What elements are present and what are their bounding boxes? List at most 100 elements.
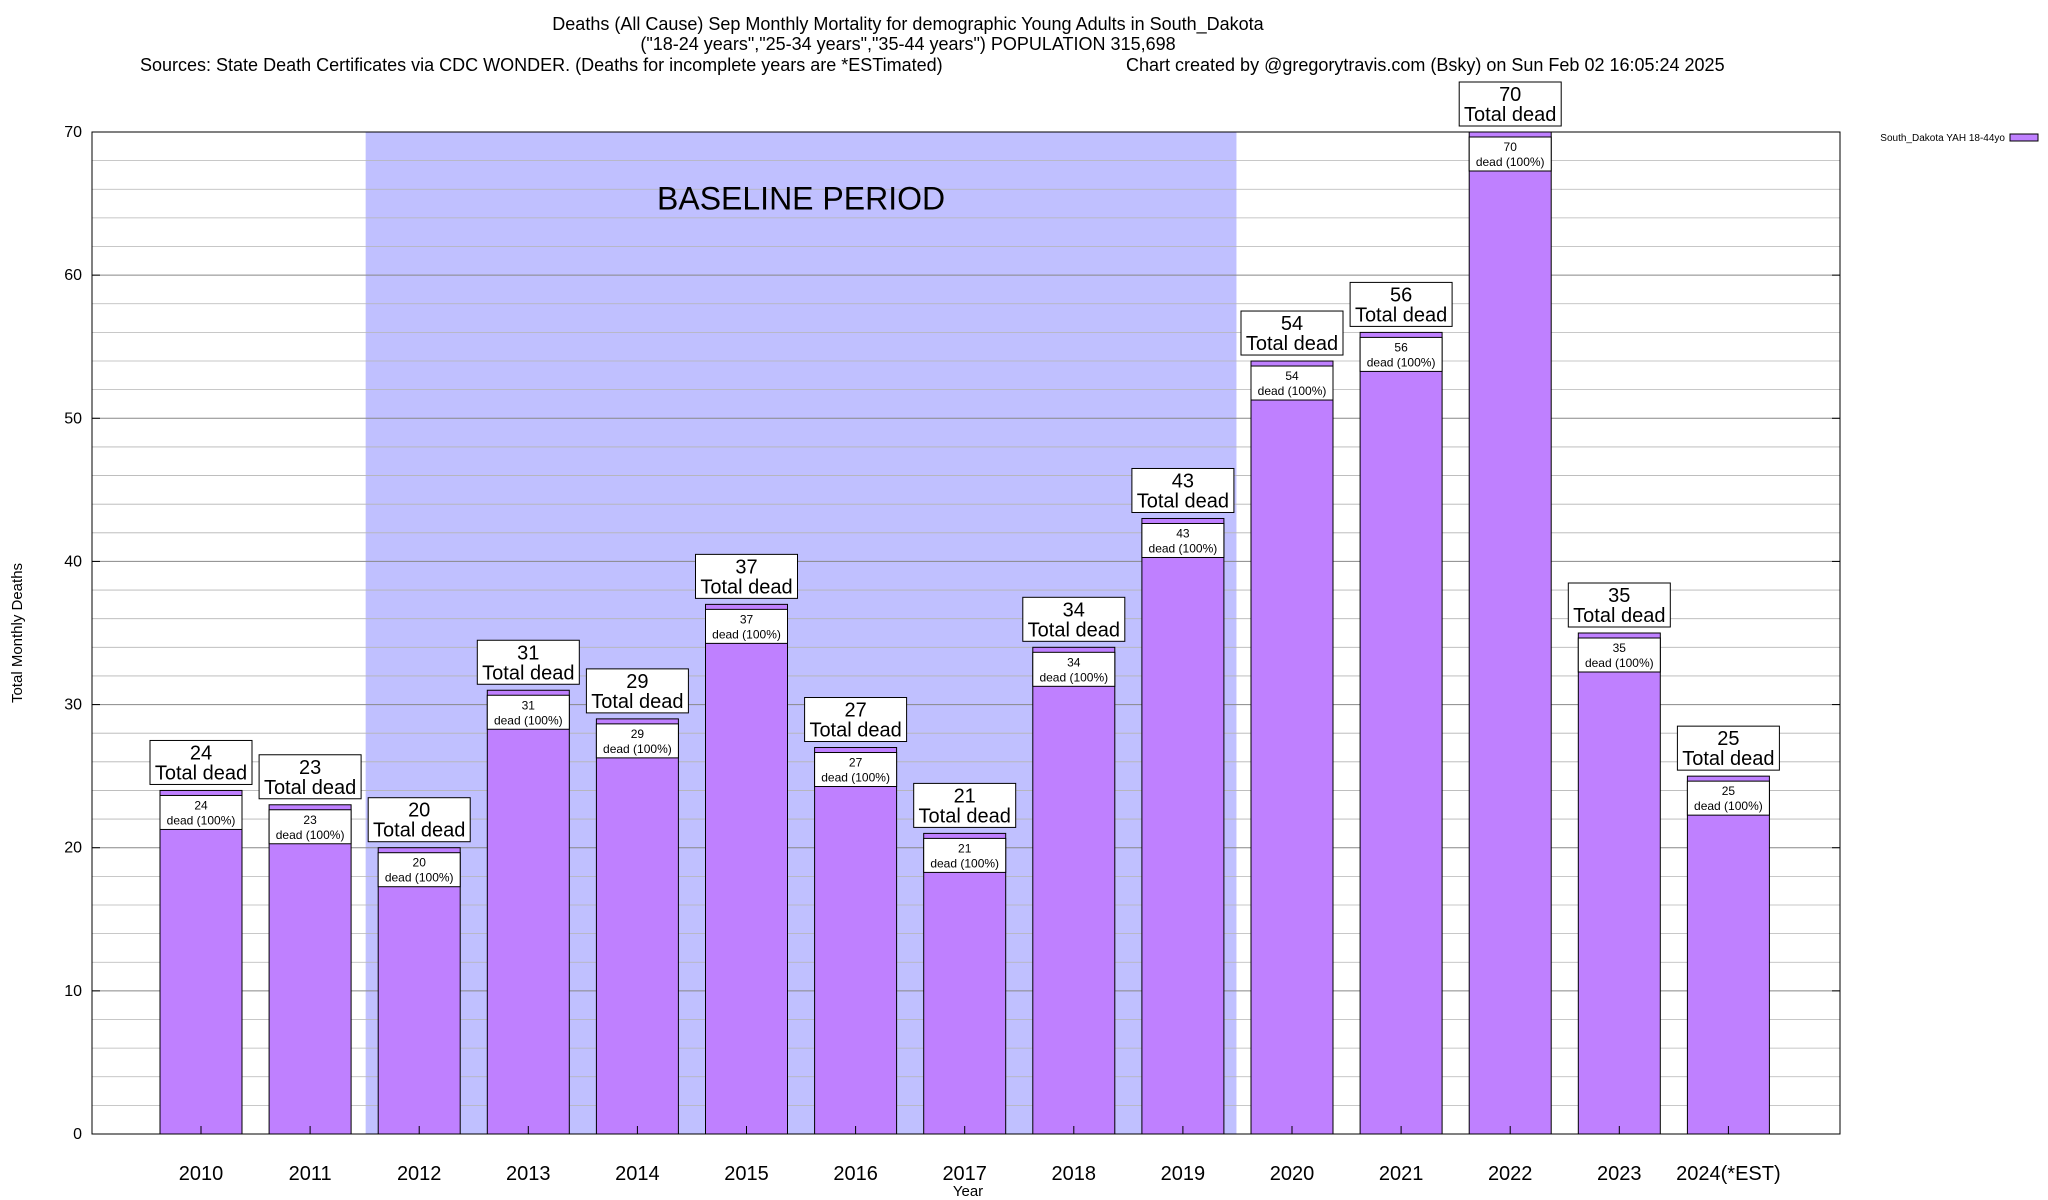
inner-label-value: 54 [1285, 369, 1299, 383]
y-tick-label: 60 [64, 267, 82, 284]
inner-label-value: 43 [1176, 526, 1190, 540]
bar [814, 747, 898, 1135]
bar [486, 689, 570, 1135]
inner-label-text: dead (100%) [603, 742, 672, 756]
inner-label-box [923, 837, 1007, 873]
total-label-box [913, 782, 1017, 828]
total-label-box [1240, 310, 1344, 356]
x-tick-label: 2014 [615, 1163, 660, 1185]
inner-label-value: 21 [958, 841, 972, 855]
bar [159, 789, 243, 1135]
baseline-label: BASELINE PERIOD [657, 180, 945, 216]
x-tick-label: 2023 [1597, 1163, 1642, 1185]
x-tick-label: 2013 [506, 1163, 551, 1185]
legend-label: South_Dakota YAH 18-44yo [1880, 133, 2005, 144]
bar [1032, 646, 1116, 1135]
total-label-box [1458, 81, 1562, 127]
total-label-box [258, 754, 362, 800]
inner-label-text: dead (100%) [494, 713, 563, 727]
total-label-value: 34 [1063, 599, 1085, 621]
inner-label-value: 23 [303, 813, 317, 827]
inner-label-value: 27 [849, 756, 863, 770]
inner-label-value: 35 [1613, 641, 1627, 655]
inner-label-box [1686, 780, 1770, 816]
chart-sources: Sources: State Death Certificates via CD… [140, 55, 943, 75]
total-label-value: 43 [1172, 470, 1194, 492]
y-axis-label: Total Monthly Deaths [9, 563, 26, 703]
total-label-text: Total dead [264, 777, 356, 799]
total-label-value: 31 [517, 642, 539, 664]
total-label-box [695, 553, 798, 599]
inner-label-text: dead (100%) [821, 771, 890, 785]
y-tick-label: 0 [73, 1126, 82, 1143]
y-tick-label: 40 [64, 553, 82, 570]
inner-label-box [1577, 637, 1661, 673]
total-label-value: 70 [1499, 84, 1521, 106]
inner-label-value: 31 [522, 698, 536, 712]
x-tick-label: 2017 [942, 1163, 987, 1185]
bar [1359, 331, 1443, 1135]
x-tick-label: 2016 [833, 1163, 878, 1185]
total-label-text: Total dead [809, 720, 901, 742]
inner-label-text: dead (100%) [276, 828, 345, 842]
inner-label-text: dead (100%) [1585, 656, 1654, 670]
total-label-text: Total dead [919, 805, 1011, 827]
inner-label-text: dead (100%) [712, 627, 781, 641]
bar [705, 603, 788, 1135]
x-tick-label: 2019 [1161, 1163, 1206, 1185]
total-label-value: 35 [1608, 585, 1630, 607]
total-label-text: Total dead [1464, 104, 1556, 126]
total-label-text: Total dead [700, 576, 792, 598]
bar [1141, 517, 1225, 1135]
total-label-text: Total dead [482, 662, 574, 684]
inner-label-text: dead (100%) [1039, 670, 1108, 684]
bar [595, 718, 679, 1135]
inner-label-box [1468, 136, 1552, 172]
chart-title: Deaths (All Cause) Sep Monthly Mortality… [552, 14, 1264, 34]
total-label-text: Total dead [1573, 605, 1665, 627]
x-tick-label: 2018 [1052, 1163, 1097, 1185]
x-tick-label: 2012 [397, 1163, 442, 1185]
total-label-text: Total dead [591, 691, 683, 713]
total-label-text: Total dead [1137, 490, 1229, 512]
total-label-text: Total dead [1246, 333, 1338, 355]
inner-label-box [1032, 651, 1116, 687]
inner-label-text: dead (100%) [167, 813, 236, 827]
total-label-value: 56 [1390, 284, 1412, 306]
x-tick-label: 2020 [1270, 1163, 1315, 1185]
inner-label-box [159, 794, 243, 830]
inner-label-box [1359, 336, 1443, 372]
y-tick-label: 10 [64, 983, 82, 1000]
inner-label-value: 24 [194, 798, 208, 812]
inner-label-text: dead (100%) [1149, 541, 1218, 555]
bar [1468, 131, 1552, 1135]
inner-label-box [377, 852, 461, 888]
bar [1577, 632, 1661, 1135]
total-label-box [367, 797, 471, 843]
x-tick-label: 2011 [289, 1163, 332, 1185]
inner-label-box [486, 694, 570, 730]
bar [377, 847, 461, 1135]
total-label-text: Total dead [155, 762, 247, 784]
total-label-text: Total dead [1355, 304, 1447, 326]
y-tick-label: 70 [64, 124, 82, 141]
inner-label-box [1141, 522, 1225, 558]
x-tick-label: 2021 [1379, 1163, 1424, 1185]
total-label-text: Total dead [373, 820, 465, 842]
bar [1250, 360, 1334, 1135]
x-tick-label: 2022 [1488, 1163, 1533, 1185]
inner-label-text: dead (100%) [1367, 355, 1436, 369]
total-label-box [585, 668, 689, 714]
x-axis-label: Year [953, 1183, 983, 1200]
total-label-value: 37 [735, 556, 757, 578]
total-label-value: 29 [626, 671, 648, 693]
total-label-box [149, 739, 253, 785]
total-label-value: 27 [844, 700, 866, 722]
total-label-box [1131, 467, 1235, 513]
total-label-box [1022, 596, 1126, 642]
inner-label-text: dead (100%) [930, 856, 999, 870]
total-label-value: 23 [299, 757, 321, 779]
total-label-value: 20 [408, 800, 430, 822]
inner-label-box [814, 752, 898, 788]
y-tick-label: 30 [64, 697, 82, 714]
